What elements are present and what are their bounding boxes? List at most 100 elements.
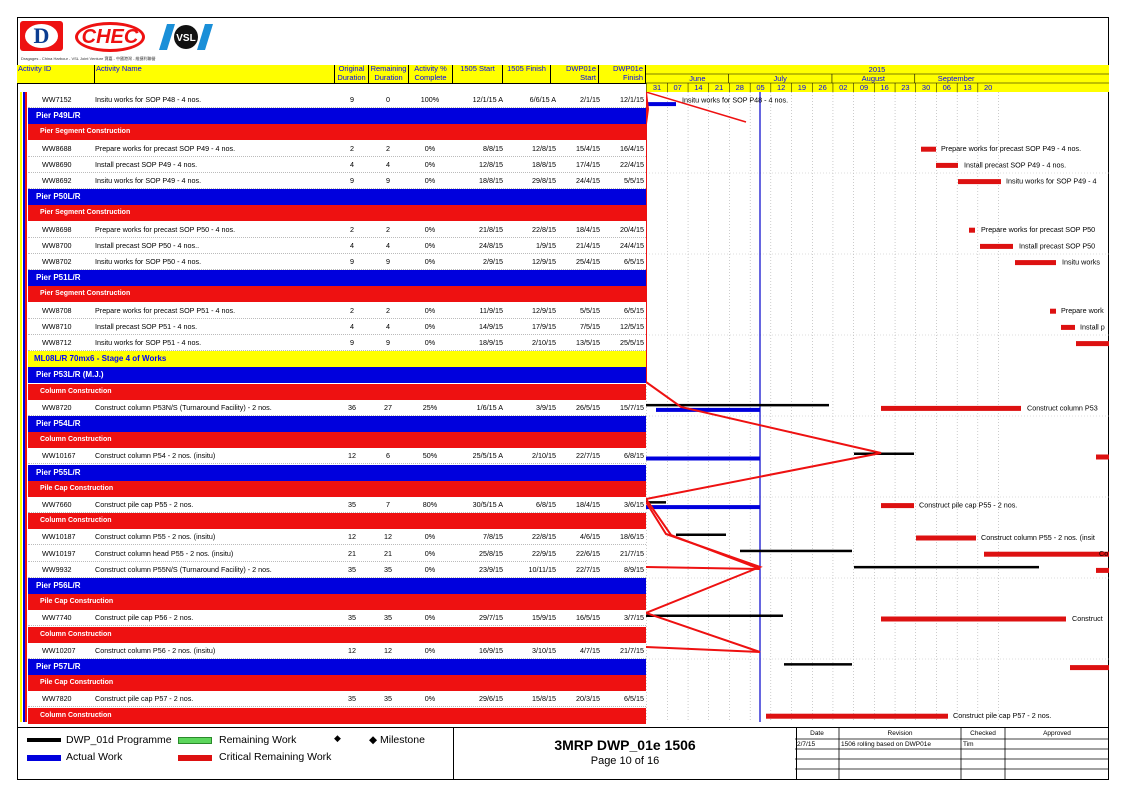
programme-bar [854,452,914,455]
dwp-start-cell: 18/4/15 [576,500,600,509]
gantt-bar-label: Insitu works for SOP P48 - 4 nos. [682,96,788,105]
start-cell: 21/8/15 [479,224,503,234]
percent-complete-cell: 100% [420,95,440,104]
percent-complete-cell: 0% [424,159,436,169]
dwp-start-cell: 5/5/15 [580,305,600,315]
percent-complete-cell: 25% [422,402,438,412]
table-row: WW8702 Insitu works for SOP P50 - 4 nos. 9… [28,254,646,270]
pier-group-header: Pier P56L/R [28,578,646,594]
timeline-week: 09 [860,83,868,92]
remaining-duration-cell: 2 [386,305,390,315]
dwp-start-cell: 22/6/15 [576,548,600,558]
percent-complete-cell: 0% [424,532,436,542]
remaining-duration-cell: 21 [384,548,392,558]
timeline-month: September [938,74,975,83]
start-cell: 18/9/15 [479,338,503,347]
finish-cell: 3/10/15 [532,645,556,655]
gantt-bar-label: Insitu works [1062,258,1100,267]
dwp-start-cell: 26/5/15 [576,402,600,412]
critical-remaining-bar [921,146,936,152]
finish-cell: 15/8/15 [532,694,556,704]
percent-complete-cell: 0% [424,224,436,234]
activity-id-cell: WW8712 [42,338,72,347]
percent-complete-cell: 50% [422,451,438,461]
activity-id-cell: WW8702 [42,257,72,266]
revision-grid [795,728,1109,780]
dragages-logo-letter: D [25,23,58,48]
remaining-duration-cell: 4 [386,321,390,331]
activity-name-cell: Insitu works for SOP P50 - 4 nos. [95,257,202,266]
percent-complete-cell: 0% [424,564,436,574]
header-original-duration: Original Duration [335,64,369,84]
critical-remaining-bar [1096,567,1109,573]
finish-cell: 2/10/15 [532,338,556,347]
remaining-duration-cell: 9 [386,176,390,185]
dwp-start-cell: 24/4/15 [576,176,600,185]
start-cell: 25/5/15 A [472,451,503,461]
pier-group-header: Pier P53L/R (M.J.) [28,367,646,384]
timeline-header: 2015 June July August September 31 07 14 21 28 05 1… [646,65,1109,92]
activity-name-cell: Construct column head P55 - 2 nos. (insi… [95,548,234,558]
original-duration-cell: 9 [350,176,354,185]
actual-work-bar [656,407,760,412]
header-start: 1505 Start [453,64,503,84]
work-group-header: Column Construction [28,432,646,449]
start-cell: 29/6/15 [479,694,503,704]
rev-checked: Tim [963,741,974,748]
dwp-start-cell: 22/7/15 [576,564,600,574]
activity-name-cell: Construct column P56 - 2 nos. (insitu) [95,645,216,655]
rev-header-approved: Approved [1043,730,1071,737]
legend-remaining: Remaining Work [219,734,297,746]
work-group-header: Pier Segment Construction [28,286,646,303]
gantt-bar-label: Install p [1080,322,1105,331]
original-duration-cell: 35 [348,613,356,623]
original-duration-cell: 12 [348,645,356,655]
critical-remaining-bar [1061,324,1075,330]
dwp-finish-cell: 21/7/15 [620,548,644,558]
pier-group-header: Pier P55L/R [28,464,646,481]
dwp-start-cell: 4/6/15 [580,532,600,542]
progress-line [646,92,882,570]
dwp-finish-cell: 6/5/15 [624,694,644,704]
gantt-bar-label: Construct pile cap P55 - 2 nos. [919,501,1017,510]
table-row: WW7740 Construct pile cap P56 - 2 nos. 35 3… [28,610,646,627]
actual-work-bar [646,102,676,107]
header-dwp-start: DWP01e Start [551,64,599,84]
legend-actual: Actual Work [66,751,123,763]
dwp-finish-cell: 15/7/15 [620,402,644,412]
dwp-start-cell: 17/4/15 [576,159,600,169]
timeline-month: July [774,74,788,83]
activity-id-cell: WW8698 [42,224,72,234]
timeline-year: 2015 [869,65,886,74]
percent-complete-cell: 0% [424,548,436,558]
finish-cell: 12/8/15 [532,143,556,153]
dragages-logo: D [20,21,63,51]
gantt-bar-label: Install precast SOP P50 [1019,241,1095,250]
vsl-logo-text: VSL [176,33,195,44]
original-duration-cell: 4 [350,159,354,169]
percent-complete-cell: 0% [424,257,436,266]
timeline-month: June [689,74,705,83]
activity-name-cell: Construct column P55 - 2 nos. (insitu) [95,532,216,542]
gantt-bar-label: Install precast SOP P49 - 4 nos. [964,160,1066,169]
header-finish: 1505 Finish [503,64,551,84]
legend-critical: Critical Remaining Work [219,751,332,763]
activity-id-cell: WW7740 [42,613,72,623]
activity-name-cell: Construct column P54 - 2 nos. (insitu) [95,451,216,461]
critical-remaining-bar [881,616,1066,622]
dwp-finish-cell: 5/5/15 [624,176,644,185]
timeline-week: 13 [963,83,971,92]
activity-name-cell: Construct pile cap P57 - 2 nos. [95,694,194,704]
activity-id-cell: WW10197 [42,548,76,558]
dwp-finish-cell: 18/6/15 [620,532,644,542]
critical-remaining-bar [936,162,958,168]
legend-milestone: ◆ Milestone [369,734,425,746]
programme-bar [646,501,666,504]
original-duration-cell: 35 [348,694,356,704]
header-remaining-duration: Remaining Duration [369,64,409,84]
remaining-duration-cell: 9 [386,338,390,347]
dwp-finish-cell: 3/6/15 [624,500,644,509]
work-group-header: Pile Cap Construction [28,480,646,497]
gantt-bar-label: Prepare works for precast SOP P49 - 4 no… [941,144,1081,153]
timeline-week: 20 [984,83,992,92]
